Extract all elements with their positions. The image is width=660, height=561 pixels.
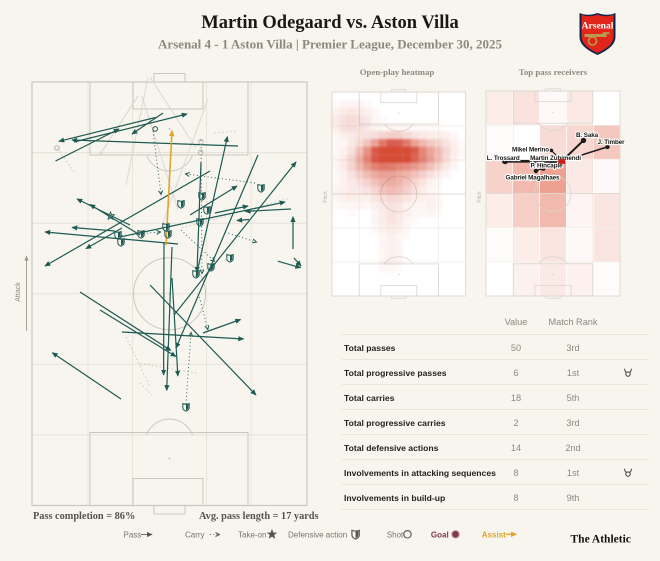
svg-text:Pass: Pass bbox=[124, 530, 142, 539]
svg-text:14: 14 bbox=[511, 443, 521, 453]
svg-text:8: 8 bbox=[513, 468, 518, 478]
svg-text:Total carries: Total carries bbox=[344, 393, 395, 403]
svg-text:Value: Value bbox=[505, 317, 528, 327]
svg-text:1st: 1st bbox=[567, 468, 580, 478]
svg-text:Shot: Shot bbox=[387, 530, 404, 539]
svg-text:Martin Zubimendi: Martin Zubimendi bbox=[530, 155, 581, 162]
svg-text:L. Trossard: L. Trossard bbox=[487, 155, 520, 162]
svg-text:Total defensive actions: Total defensive actions bbox=[344, 443, 439, 453]
svg-text:6: 6 bbox=[513, 368, 518, 378]
svg-text:Open-play heatmap: Open-play heatmap bbox=[360, 67, 435, 77]
svg-text:J. Timber: J. Timber bbox=[598, 139, 626, 146]
svg-text:B. Saka: B. Saka bbox=[576, 132, 599, 139]
svg-text:5th: 5th bbox=[567, 393, 580, 403]
svg-text:Arsenal: Arsenal bbox=[582, 22, 614, 32]
svg-text:50: 50 bbox=[511, 343, 521, 353]
svg-text:Assist: Assist bbox=[482, 530, 506, 539]
svg-text:Defensive action: Defensive action bbox=[288, 530, 347, 539]
svg-text:Pitch: Pitch bbox=[477, 191, 483, 202]
svg-text:Match Rank: Match Rank bbox=[548, 317, 597, 327]
svg-text:3rd: 3rd bbox=[566, 418, 579, 428]
svg-text:3rd: 3rd bbox=[566, 343, 579, 353]
svg-text:Involvements in attacking sequ: Involvements in attacking sequences bbox=[344, 468, 496, 478]
svg-text:2: 2 bbox=[513, 418, 518, 428]
svg-text:Pass completion = 86%: Pass completion = 86% bbox=[33, 511, 135, 522]
svg-text:P. Hincapie: P. Hincapie bbox=[530, 163, 563, 170]
svg-text:1st: 1st bbox=[567, 368, 580, 378]
svg-text:Avg. pass length = 17 yards: Avg. pass length = 17 yards bbox=[199, 511, 319, 522]
svg-text:Total progressive carries: Total progressive carries bbox=[344, 418, 446, 428]
svg-text:18: 18 bbox=[511, 393, 521, 403]
svg-text:Goal: Goal bbox=[431, 530, 449, 539]
svg-text:The Athletic: The Athletic bbox=[571, 534, 631, 546]
svg-text:Total progressive passes: Total progressive passes bbox=[344, 368, 447, 378]
svg-text:Total passes: Total passes bbox=[344, 343, 396, 353]
svg-text:Carry: Carry bbox=[185, 530, 205, 539]
svg-text:Involvements in build-up: Involvements in build-up bbox=[344, 493, 445, 503]
svg-text:Pitch: Pitch bbox=[323, 191, 329, 202]
svg-text:2nd: 2nd bbox=[565, 443, 580, 453]
svg-text:8: 8 bbox=[513, 493, 518, 503]
svg-text:Top pass receivers: Top pass receivers bbox=[519, 67, 588, 77]
svg-text:9th: 9th bbox=[567, 493, 580, 503]
svg-text:Arsenal 4 - 1 Aston Villa | Pr: Arsenal 4 - 1 Aston Villa | Premier Leag… bbox=[158, 37, 503, 52]
svg-text:Martin Odegaard vs. Aston Vill: Martin Odegaard vs. Aston Villa bbox=[201, 13, 458, 33]
svg-text:Attack: Attack bbox=[15, 282, 22, 302]
svg-text:Gabriel Magalhaes: Gabriel Magalhaes bbox=[506, 175, 561, 182]
svg-text:Mikel Merino: Mikel Merino bbox=[512, 147, 549, 154]
svg-text:Take-on: Take-on bbox=[238, 530, 266, 539]
